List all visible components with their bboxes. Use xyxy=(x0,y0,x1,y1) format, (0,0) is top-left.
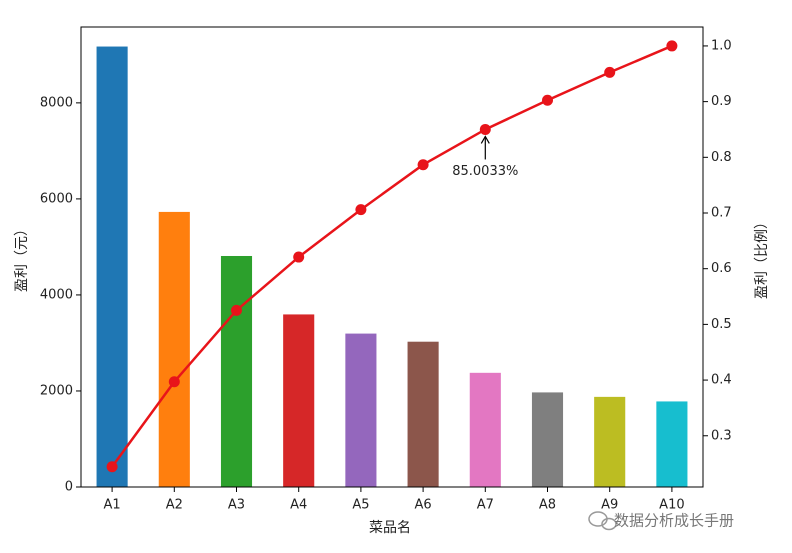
line-marker xyxy=(106,461,118,473)
x-tick-label: A6 xyxy=(415,498,432,513)
y2-tick-label: 0.8 xyxy=(711,150,732,165)
line-marker xyxy=(479,123,491,135)
line-marker xyxy=(417,159,429,171)
y2-tick-label: 0.6 xyxy=(711,261,732,276)
y2-tick-label: 0.9 xyxy=(711,94,732,109)
y2-axis-label: 盈利（比例） xyxy=(754,215,770,299)
bar xyxy=(345,333,377,487)
x-axis-label: 菜品名 xyxy=(369,520,411,536)
line-marker xyxy=(168,376,180,388)
line-marker xyxy=(293,251,305,263)
x-tick-label: A5 xyxy=(352,498,369,513)
y-tick-label: 4000 xyxy=(40,287,73,302)
x-tick-label: A1 xyxy=(104,498,121,513)
watermark: 数据分析成长手册 xyxy=(614,512,734,530)
x-tick-label: A3 xyxy=(228,498,245,513)
y2-tick-label: 0.5 xyxy=(711,317,732,332)
x-tick-label: A2 xyxy=(166,498,183,513)
bar xyxy=(469,372,501,487)
annotation-arrowhead xyxy=(480,135,490,144)
line-marker xyxy=(355,204,367,216)
plot-frame xyxy=(80,26,704,488)
y2-tick-label: 1.0 xyxy=(711,38,732,53)
line-marker xyxy=(604,66,616,78)
annotation: 85.0033% xyxy=(452,164,518,179)
bar xyxy=(220,255,253,487)
bar xyxy=(158,211,190,487)
line-marker xyxy=(231,304,242,316)
bar xyxy=(283,314,315,487)
bar xyxy=(96,46,128,488)
y2-tick-label: 0.3 xyxy=(711,428,732,443)
line-marker xyxy=(666,40,678,52)
bar xyxy=(407,341,439,487)
line-marker xyxy=(542,94,553,106)
line xyxy=(111,44,673,468)
watermark-icon xyxy=(588,511,617,531)
bar xyxy=(656,401,688,487)
x-tick-label: A9 xyxy=(601,498,618,513)
y-tick-label: 0 xyxy=(65,480,73,495)
bar xyxy=(531,392,564,487)
y-tick-label: 8000 xyxy=(40,95,73,110)
x-tick-label: A4 xyxy=(290,498,307,513)
y2-tick-label: 0.4 xyxy=(711,373,732,388)
y-tick-label: 2000 xyxy=(40,383,73,398)
bar xyxy=(594,396,626,487)
x-tick-label: A10 xyxy=(659,498,684,513)
y-axis-label: 盈利（元） xyxy=(14,222,30,292)
x-tick-label: A7 xyxy=(477,498,494,513)
y2-tick-label: 0.7 xyxy=(711,206,732,221)
y-tick-label: 6000 xyxy=(40,191,73,206)
x-tick-label: A8 xyxy=(539,498,556,513)
